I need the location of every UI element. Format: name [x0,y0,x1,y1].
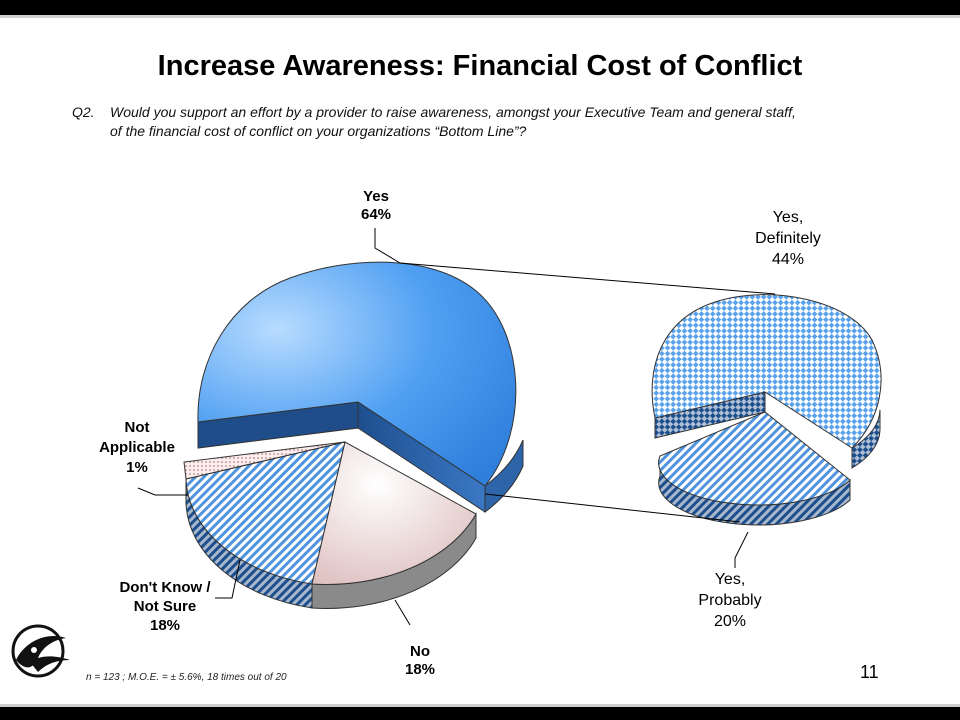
pie-slice-yes-side-curve [484,439,524,513]
page-number: 11 [860,662,879,682]
pie-slice-no [311,441,477,585]
sample-size-footnote: n = 123 ; M.O.E. = ± 5.6%, 18 times out … [86,672,287,683]
label-no-name: No [410,643,430,660]
pie-slice-dont-know [185,441,346,585]
label-definitely-value: 44% [772,251,804,268]
breakdown-connector-top [399,262,776,295]
breakdown-slice-probably [658,411,851,506]
leader-dont-know [215,559,241,599]
pie-slice-not-applicable [183,441,346,480]
label-not-applicable-line2: Applicable [99,439,175,456]
question-text-line2: of the financial cost of conflict on you… [110,123,527,139]
label-probably-line2: Probably [698,592,761,609]
label-not-applicable-value: 1% [126,459,148,476]
pie-charts: Yes 64% No 18% Don't Know / Not Sure 18%… [99,188,882,678]
leader-yes [374,228,401,264]
breakdown-slice-definitely [651,294,882,449]
slide-title: Increase Awareness: Financial Cost of Co… [157,50,803,82]
label-probably-value: 20% [714,613,746,630]
question-text-line1: Would you support an effort by a provide… [110,104,796,120]
bottom-bar [0,704,960,720]
label-not-applicable-line1: Not [125,419,150,436]
leader-probably [734,531,749,568]
breakdown-slice-definitely-side-curve [851,409,881,469]
label-dont-know-line2: Not Sure [134,598,197,615]
label-probably-line1: Yes, [715,571,746,588]
label-definitely-line1: Yes, [773,209,804,226]
question-number: Q2. [72,104,95,120]
company-logo-icon [11,624,70,678]
label-dont-know-value: 18% [150,617,180,634]
label-definitely-line2: Definitely [755,230,821,247]
breakdown-connector-bottom [484,493,741,523]
label-yes-value: 64% [361,206,391,223]
top-bar [0,0,960,18]
label-yes-name: Yes [363,188,389,205]
label-no-value: 18% [405,661,435,678]
leader-not-applicable [137,487,188,496]
leader-no [394,599,411,626]
label-dont-know-line1: Don't Know / [119,579,211,596]
